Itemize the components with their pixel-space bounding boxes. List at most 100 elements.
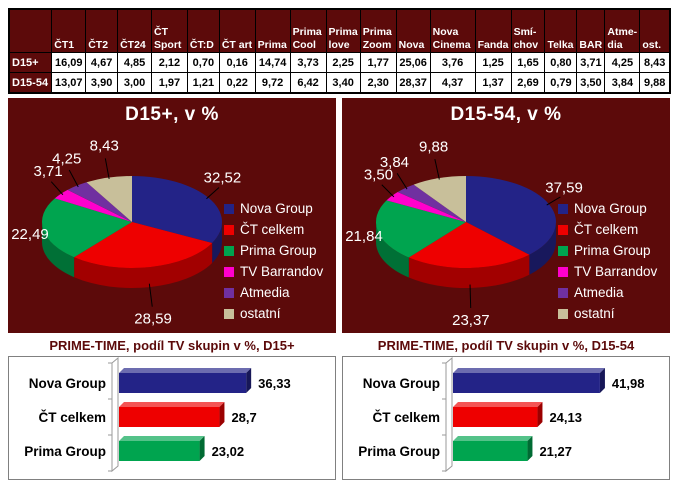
legend-label: ČT celkem: [240, 222, 305, 237]
table-cell: 25,06: [395, 52, 431, 73]
bar-category-label: Nova Group: [363, 376, 440, 391]
table-col-header: Nova: [395, 8, 431, 53]
pie-value-label: 4,25: [52, 150, 81, 167]
pie-slice-ostatní: [413, 176, 466, 222]
legend-swatch: [558, 224, 568, 235]
table-cell: 16,09: [51, 52, 87, 73]
table-cell: 14,74: [254, 52, 291, 73]
table-row-header: D15-54: [8, 72, 53, 94]
legend-swatch: [558, 308, 568, 319]
bar-chart-group-d15-54: PRIME-TIME, podíl TV skupin v %, D15-54 …: [342, 338, 670, 480]
table-header-row: ČT1 ČT2 ČT24 ČT Sport ČT:D ČT art Prima Prima C…: [8, 8, 671, 53]
pie-slice-tv-barrandov: [54, 189, 132, 222]
table-cell: 1,25: [474, 52, 512, 73]
table-cell: 2,12: [151, 52, 188, 73]
table-cell: 0,70: [186, 52, 220, 73]
pie-value-label: 8,43: [90, 138, 119, 155]
bar-nova-group: [453, 373, 600, 393]
legend-item-ostatní: ostatní: [224, 303, 323, 324]
bar-end-face: [246, 368, 252, 393]
table-cell: 3,90: [85, 72, 119, 94]
legend-label: Prima Group: [574, 243, 651, 258]
table-col-header: Prima Cool: [289, 8, 327, 53]
pie-value-label: 37,59: [545, 180, 583, 197]
pie-slice-side-prima-group: [376, 222, 409, 278]
table-row: D15-54 13,07 3,90 3,00 1,97 1,21 0,22 9,72 6,42 3…: [8, 72, 671, 94]
table-col-header: ost.: [639, 8, 671, 53]
table-cell: 6,42: [289, 72, 327, 94]
legend-label: Prima Group: [240, 243, 317, 258]
pie-slice-side-prima-group: [42, 222, 75, 278]
bar-nova-group: [119, 373, 247, 393]
bar-panel-d15-54: 41,98 Nova Group 24,13 ČT celkem 21,27 Prima …: [342, 356, 670, 480]
legend-swatch: [558, 203, 568, 214]
pie-slice-nova-group: [132, 176, 223, 243]
bar-top-face: [119, 368, 252, 373]
pie-slice-side-nova-group: [529, 222, 556, 275]
bar-value-label: 36,33: [258, 376, 291, 391]
table-cell: 1,97: [151, 72, 188, 94]
table-col-header: ČT:D: [186, 8, 220, 53]
table-cell: 0,22: [218, 72, 256, 94]
table-cell: 0,16: [218, 52, 256, 73]
bar-category-label: Prima Group: [358, 444, 440, 459]
pie-title-d15-54: D15-54, v %: [450, 104, 562, 125]
table-cell: 4,85: [117, 52, 152, 73]
pie-slice-side-čt-celkem: [408, 254, 530, 288]
pie-value-label: 3,71: [33, 163, 62, 180]
pie-value-label: 22,49: [11, 226, 49, 243]
pie-slice-prima-group: [376, 200, 466, 258]
table-cell: 1,77: [359, 52, 397, 73]
table-col-header: ČT1: [51, 8, 87, 53]
table-cell: 3,76: [429, 52, 476, 73]
pie-leader-line: [381, 184, 395, 198]
pie-panel-d15plus: D15+, v % 32,52 28,59 22,49 3,71 4,25 8,43 No…: [8, 98, 336, 333]
legend-item-atmedia: Atmedia: [224, 282, 323, 303]
table-cell: 3,40: [325, 72, 361, 94]
pie-value-label: 3,50: [364, 166, 393, 183]
bar-category-label: Nova Group: [29, 376, 106, 391]
table-cell: 4,25: [604, 52, 641, 73]
bar-end-face: [219, 402, 225, 427]
legend-item-prima-group: Prima Group: [224, 240, 323, 261]
legend-swatch: [558, 287, 568, 298]
legend-swatch: [558, 245, 568, 256]
legend-item-atmedia: Atmedia: [558, 282, 657, 303]
bar-chart-d15-54: 41,98 Nova Group 24,13 ČT celkem 21,27 Prima …: [358, 356, 645, 473]
bar-čt-celkem: [453, 407, 538, 427]
table-col-header: Telka: [544, 8, 578, 53]
bar-value-label: 24,13: [549, 410, 582, 425]
bar-panel-d15plus: 36,33 Nova Group 28,7 ČT celkem 23,02 Prima G…: [8, 356, 336, 480]
legend-label: Nova Group: [574, 201, 647, 216]
bar-category-label: ČT celkem: [38, 410, 106, 425]
table-col-header: Smí-chov: [510, 8, 546, 53]
bar-chart-row: PRIME-TIME, podíl TV skupin v %, D15+ 36…: [8, 338, 671, 480]
legend-item-čt-celkem: ČT celkem: [224, 219, 323, 240]
pie-slice-nova-group: [466, 176, 556, 255]
pie-leader-line: [68, 169, 79, 188]
pie-slice-ostatní: [86, 176, 132, 222]
table-cell: 4,37: [429, 72, 476, 94]
table-cell: 8,43: [639, 52, 671, 73]
bar-end-face: [527, 436, 533, 461]
pie-chart-d15plus: 32,52 28,59 22,49 3,714,25 8,43: [11, 138, 242, 328]
legend-label: Nova Group: [240, 201, 313, 216]
legend-item-ostatní: ostatní: [558, 303, 657, 324]
bar-top-face: [453, 436, 533, 441]
table-cell: 3,50: [576, 72, 606, 94]
pie-value-label: 32,52: [204, 169, 242, 186]
pie-slice-side-nova-group: [212, 222, 222, 263]
pie-value-label: 23,37: [452, 312, 490, 329]
legend-swatch: [558, 266, 568, 277]
legend-label: ostatní: [240, 306, 281, 321]
table-cell: 13,07: [51, 72, 87, 94]
pie-value-label: 3,84: [380, 154, 409, 171]
pie-value-label: 9,88: [419, 138, 448, 155]
bar-value-label: 41,98: [612, 376, 645, 391]
bar-title-d15plus: PRIME-TIME, podíl TV skupin v %, D15+: [49, 338, 295, 353]
bar-top-face: [119, 402, 225, 407]
table-cell: 2,25: [325, 52, 361, 73]
pie-legend-d15plus: Nova Group ČT celkem Prima Group TV Barrand…: [224, 198, 323, 324]
bar-čt-celkem: [119, 407, 220, 427]
